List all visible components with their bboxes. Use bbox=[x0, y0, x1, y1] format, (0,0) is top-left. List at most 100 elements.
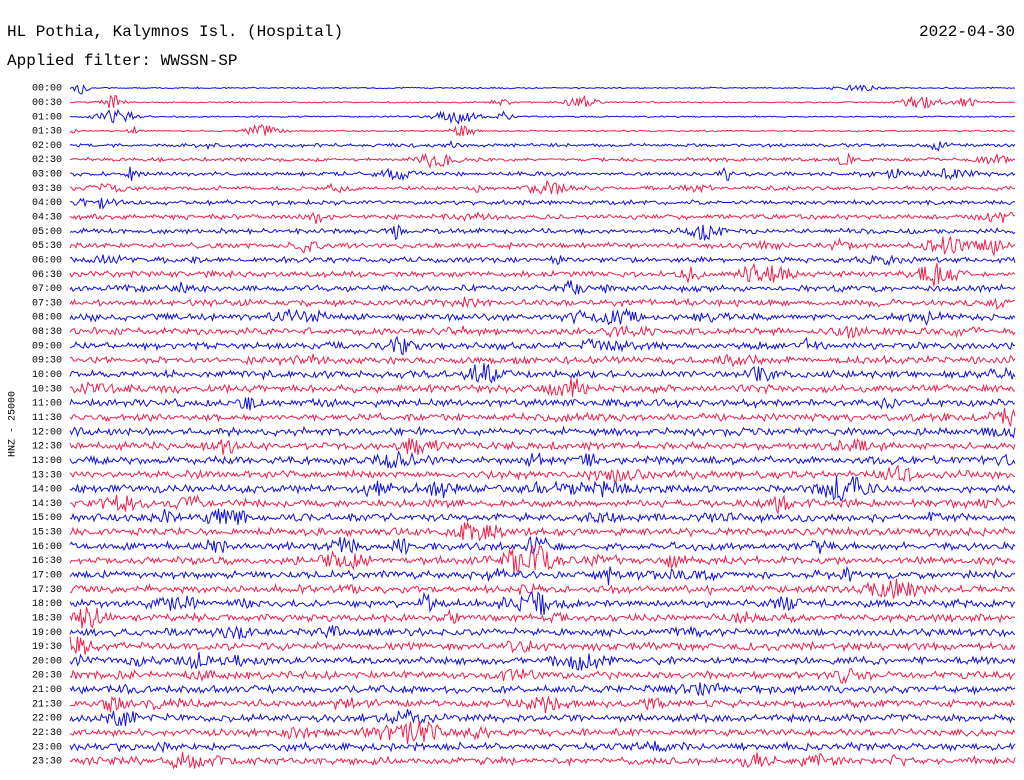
row-label: 06:30 bbox=[32, 270, 62, 281]
trace bbox=[70, 94, 1016, 109]
row-label: 16:00 bbox=[32, 542, 62, 553]
trace bbox=[69, 84, 1016, 95]
trace bbox=[69, 695, 1016, 714]
trace bbox=[69, 607, 1016, 629]
trace bbox=[69, 536, 1016, 556]
trace bbox=[69, 652, 1016, 671]
trace bbox=[69, 464, 1016, 483]
row-label: 19:30 bbox=[32, 642, 62, 653]
row-label: 00:00 bbox=[32, 84, 62, 95]
trace bbox=[69, 408, 1016, 427]
trace bbox=[69, 307, 1016, 326]
station-title: HL Pothia, Kalymnos Isl. (Hospital) bbox=[7, 23, 343, 41]
row-label: 00:30 bbox=[32, 98, 62, 109]
rows: 00:00 00:30 01:00 01:30 02:00 02:30 03:00 03:30… bbox=[32, 84, 1016, 770]
row-label: 01:30 bbox=[32, 127, 62, 138]
row-label: 18:30 bbox=[32, 613, 62, 624]
row-label: 05:00 bbox=[32, 227, 62, 238]
row-label: 12:00 bbox=[32, 427, 62, 438]
trace bbox=[69, 279, 1016, 296]
trace bbox=[69, 636, 1016, 655]
row-label: 09:00 bbox=[32, 341, 62, 352]
trace bbox=[69, 494, 1016, 515]
row-label: 05:30 bbox=[32, 241, 62, 252]
row-label: 07:30 bbox=[32, 298, 62, 309]
trace bbox=[69, 236, 1016, 257]
row-label: 23:00 bbox=[32, 742, 62, 753]
trace bbox=[69, 591, 1016, 616]
date: 2022-04-30 bbox=[919, 23, 1015, 41]
trace bbox=[69, 578, 1016, 599]
trace bbox=[69, 438, 1016, 456]
trace bbox=[70, 166, 1016, 182]
row-label: 02:30 bbox=[32, 155, 62, 166]
row-label: 08:30 bbox=[32, 327, 62, 338]
trace bbox=[69, 296, 1016, 311]
row-label: 03:30 bbox=[32, 184, 62, 195]
trace bbox=[69, 520, 1016, 542]
trace bbox=[69, 254, 1016, 267]
row-label: 04:30 bbox=[32, 213, 62, 224]
filter: Applied filter: WWSSN-SP bbox=[7, 52, 237, 70]
row-label: 14:00 bbox=[32, 485, 62, 496]
trace bbox=[69, 211, 1016, 225]
row-label: 14:30 bbox=[32, 499, 62, 510]
trace bbox=[69, 353, 1016, 368]
trace bbox=[69, 362, 1016, 384]
trace bbox=[69, 450, 1016, 469]
row-label: 13:30 bbox=[32, 470, 62, 481]
trace bbox=[69, 378, 1016, 397]
trace bbox=[69, 197, 1016, 210]
row-label: 13:00 bbox=[32, 456, 62, 467]
trace bbox=[69, 179, 1016, 195]
trace bbox=[69, 124, 1016, 137]
row-label: 20:00 bbox=[32, 656, 62, 667]
row-label: 08:00 bbox=[32, 313, 62, 324]
trace bbox=[69, 476, 1016, 502]
trace bbox=[69, 740, 1016, 754]
row-label: 15:00 bbox=[32, 513, 62, 524]
row-label: 22:30 bbox=[32, 728, 62, 739]
row-label: 15:30 bbox=[32, 528, 62, 539]
row-label: 20:30 bbox=[32, 671, 62, 682]
axis-label: HNZ - 25000 bbox=[8, 391, 19, 457]
row-label: 09:30 bbox=[32, 356, 62, 367]
trace bbox=[69, 625, 1016, 640]
row-label: 06:00 bbox=[32, 255, 62, 266]
trace bbox=[69, 720, 1016, 745]
row-label: 12:30 bbox=[32, 442, 62, 453]
trace bbox=[69, 752, 1016, 770]
trace bbox=[69, 152, 1016, 170]
row-label: 01:00 bbox=[32, 112, 62, 123]
row-label: 17:00 bbox=[32, 570, 62, 581]
row-label: 11:30 bbox=[32, 413, 62, 424]
row-label: 07:00 bbox=[32, 284, 62, 295]
row-label: 03:00 bbox=[32, 170, 62, 181]
row-label: 10:30 bbox=[32, 384, 62, 395]
row-label: 19:00 bbox=[32, 628, 62, 639]
trace bbox=[69, 682, 1016, 697]
row-label: 04:00 bbox=[32, 198, 62, 209]
trace bbox=[69, 262, 1016, 287]
row-label: 17:30 bbox=[32, 585, 62, 596]
row-label: 11:00 bbox=[32, 399, 62, 410]
trace bbox=[69, 397, 1016, 411]
row-label: 21:00 bbox=[32, 685, 62, 696]
trace bbox=[70, 108, 1016, 125]
row-label: 02:00 bbox=[32, 141, 62, 152]
trace bbox=[69, 325, 1016, 339]
row-label: 22:00 bbox=[32, 714, 62, 725]
trace bbox=[69, 668, 1016, 685]
row-label: 10:00 bbox=[32, 370, 62, 381]
trace bbox=[69, 708, 1016, 727]
trace bbox=[69, 224, 1016, 241]
row-label: 21:30 bbox=[32, 699, 62, 710]
trace bbox=[69, 425, 1016, 439]
trace bbox=[69, 335, 1015, 356]
trace bbox=[69, 544, 1016, 574]
trace bbox=[69, 139, 1016, 152]
row-label: 16:30 bbox=[32, 556, 62, 567]
trace bbox=[69, 508, 1016, 525]
row-label: 23:30 bbox=[32, 757, 62, 768]
